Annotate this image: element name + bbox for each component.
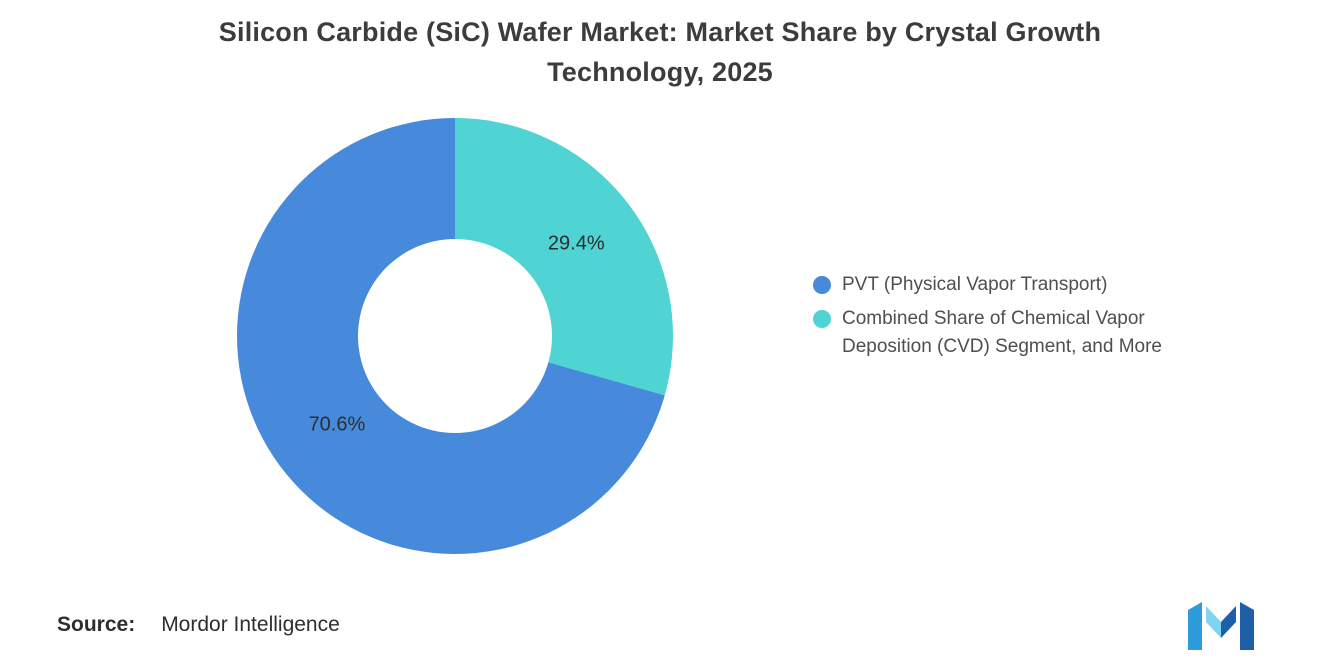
donut-hole [358, 239, 552, 433]
source-label: Source: [57, 613, 136, 636]
source-attribution: Source: Mordor Intelligence [57, 613, 340, 637]
legend-label-pvt: PVT (Physical Vapor Transport) [842, 274, 1108, 295]
mordor-m-icon [1188, 602, 1254, 650]
slice-percent-label-pvt: 70.6% [308, 413, 366, 436]
legend: PVT (Physical Vapor Transport) Combined … [813, 271, 1202, 361]
legend-item-pvt: PVT (Physical Vapor Transport) [813, 271, 1202, 299]
source-value: Mordor Intelligence [161, 613, 340, 636]
chart-title: Silicon Carbide (SiC) Wafer Market: Mark… [218, 17, 1102, 87]
legend-swatch-cvd-icon [813, 310, 831, 328]
mordor-intelligence-logo [1188, 597, 1254, 651]
slice-percent-label-cvd: 29.4% [547, 232, 605, 255]
legend-label-cvd: Combined Share of Chemical Vapor Deposit… [842, 308, 1162, 357]
donut-chart: 29.4% 70.6% [237, 118, 673, 554]
legend-swatch-pvt-icon [813, 276, 831, 294]
legend-item-cvd: Combined Share of Chemical Vapor Deposit… [813, 305, 1202, 361]
